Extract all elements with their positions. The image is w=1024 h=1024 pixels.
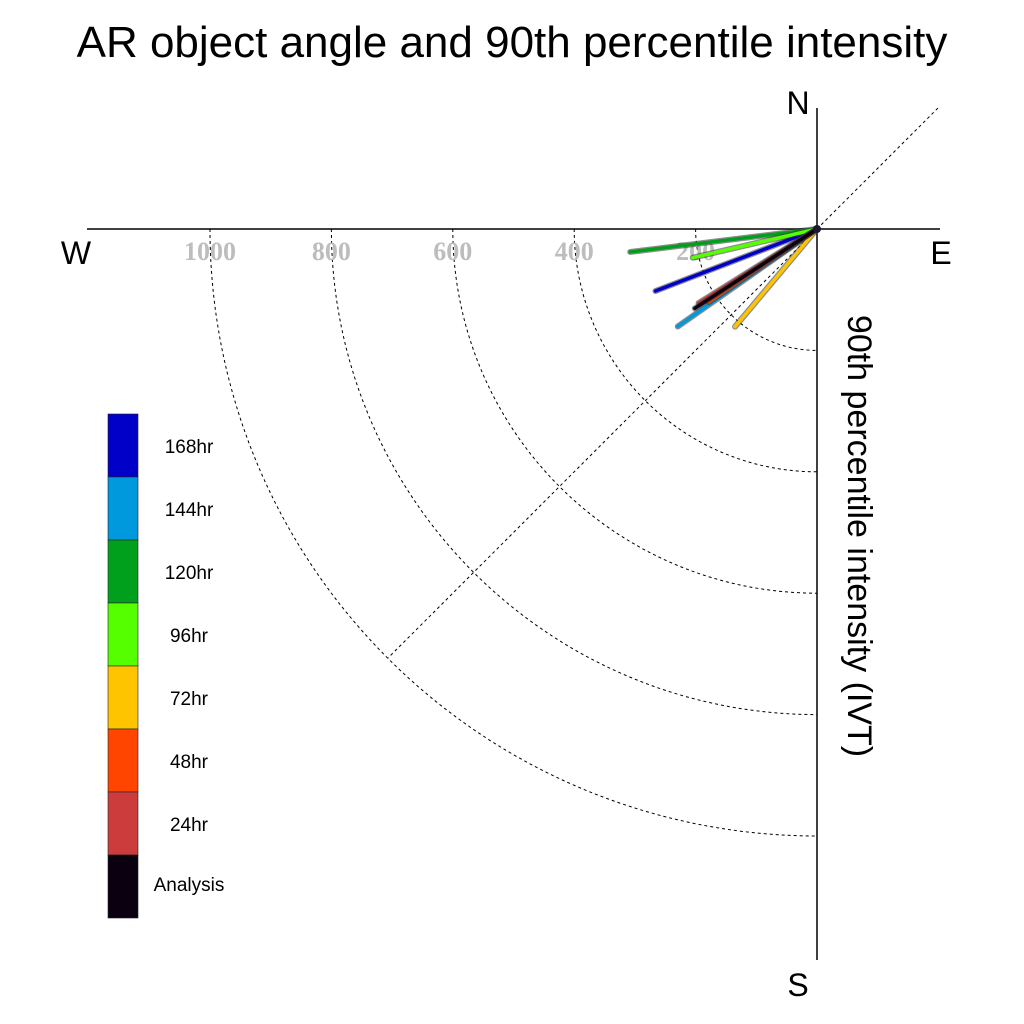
series-line [733,227,819,329]
legend: 168hr 144hr 120hr 96hr 72hr 48hr 24hr Analysis [107,413,225,919]
legend-swatch [107,602,139,667]
compass-south-label: S [787,967,808,1003]
grid-arc [573,228,818,473]
series-line [653,227,819,293]
legend-swatch [107,476,139,541]
legend-swatch [107,728,139,793]
y-axis-label: 90th percentile intensity (IVT) [840,315,878,757]
legend-label: 144hr [165,500,214,521]
legend-label: Analysis [154,875,225,896]
legend-swatch [107,665,139,730]
radial-tick-label: 600 [433,237,472,266]
grid-arc [330,228,818,716]
chart-title: AR object angle and 90th percentile inte… [77,18,948,67]
legend-label: 168hr [165,437,214,458]
series-line [628,227,819,254]
legend-label: 48hr [170,752,209,773]
legend-label: 120hr [165,563,214,584]
series-line [691,227,819,260]
diagonal-guide-upper [816,105,941,230]
legend-label: 24hr [170,815,209,836]
diagonal-guide-lower [387,228,818,659]
compass-north-label: N [786,85,809,121]
legend-swatch [107,539,139,604]
series-lines [627,226,820,330]
origin-point [813,225,821,233]
grid-arc [452,228,818,594]
radial-tick-label: 800 [312,237,351,266]
compass-west-label: W [61,235,92,271]
radial-tick-label: 400 [555,237,594,266]
legend-swatch [107,791,139,856]
compass-east-label: E [930,235,951,271]
legend-swatch [107,854,139,919]
polar-grid [209,228,818,837]
legend-label: 72hr [170,689,209,710]
legend-swatch [107,413,139,478]
radial-tick-label: 1000 [184,237,236,266]
legend-label: 96hr [170,626,209,647]
series-line [693,227,819,311]
